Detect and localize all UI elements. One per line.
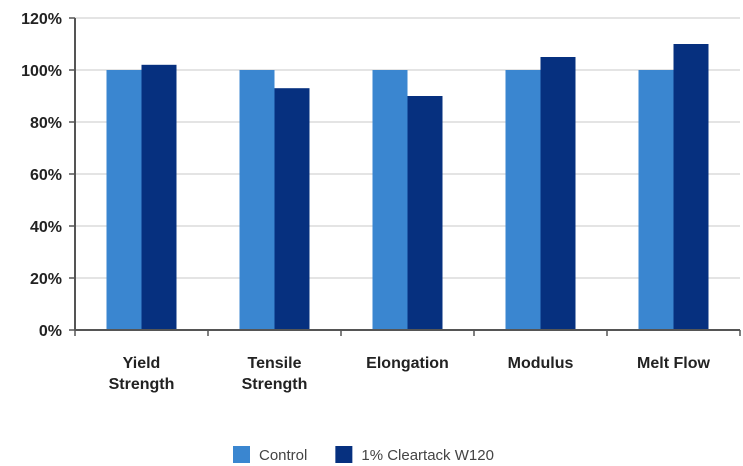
bar-1-cleartack-w120 [407,96,443,330]
bar-control [106,70,142,330]
x-tick-label: Yield Strength [109,355,175,393]
y-tick-label: 40% [30,219,62,236]
legend-swatch-control [233,446,250,463]
y-tick-label: 120% [21,11,62,28]
y-tick-label: 60% [30,167,62,184]
axes [69,17,741,336]
bar-control [638,70,674,330]
legend: Control 1% Cleartack W120 [233,446,494,464]
bars [106,44,709,331]
legend-swatch-1-cleartack-w120 [335,446,353,463]
legend-label-1-cleartack-w120: 1% Cleartack W120 [361,447,494,464]
bar-control [372,70,408,330]
x-tick-label: Elongation [366,355,449,372]
y-tick-label: 100% [21,63,62,80]
bar-1-cleartack-w120 [141,64,177,331]
x-tick-label: Melt Flow [637,355,710,372]
bar-control [505,70,541,330]
y-tick-label: 20% [30,271,62,288]
x-tick-label: Tensile Strength [242,355,308,393]
bar-1-cleartack-w120 [673,44,709,330]
bar-1-cleartack-w120 [540,57,576,330]
y-tick-labels: 0% 20% 40% 60% 80% 100% 120% [21,11,62,340]
y-tick-label: 80% [30,115,62,132]
x-tick-labels: Yield Strength Tensile Strength Elongation Mo… [109,355,711,393]
y-tick-label: 0% [39,323,62,340]
bar-1-cleartack-w120 [274,88,310,330]
bar-control [239,70,275,330]
x-tick-label: Modulus [508,355,574,372]
legend-label-control: Control [259,447,307,464]
